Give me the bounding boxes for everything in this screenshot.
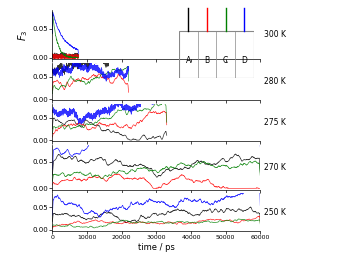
X-axis label: time / ps: time / ps (138, 243, 175, 252)
Text: D: D (241, 56, 247, 65)
Text: 270 K: 270 K (264, 163, 286, 172)
Text: A: A (186, 56, 191, 65)
Text: 250 K: 250 K (264, 208, 286, 217)
Text: C: C (223, 56, 228, 65)
Bar (179, 31, 254, 78)
Text: B: B (204, 56, 210, 65)
Text: 275 K: 275 K (264, 118, 286, 127)
Y-axis label: $F_3$: $F_3$ (16, 29, 30, 41)
Text: 300 K: 300 K (264, 31, 286, 39)
Text: 280 K: 280 K (264, 77, 286, 86)
